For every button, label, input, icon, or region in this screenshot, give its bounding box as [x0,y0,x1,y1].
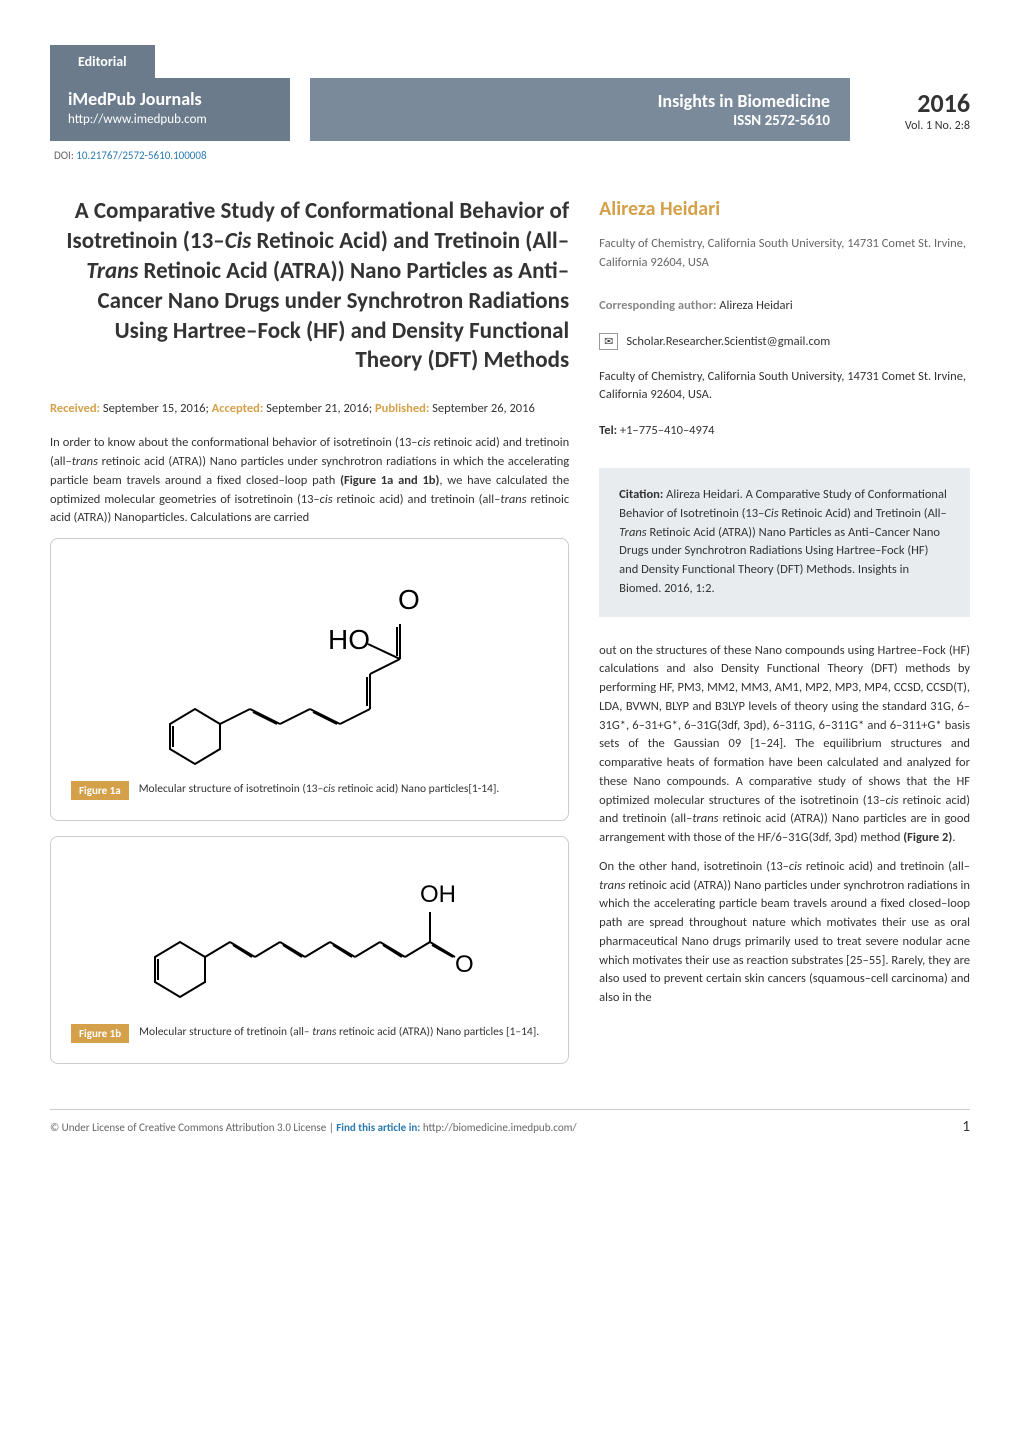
doi-link[interactable]: 10.21767/2572-5610.100008 [76,149,206,162]
left-column: A Comparative Study of Conformational Be… [50,197,569,1079]
corresponding-label: Corresponding author: [599,298,719,313]
banner-issn: ISSN 2572-5610 [658,112,830,130]
year-box: 2016 Vol. 1 No. 2:8 [850,78,970,141]
tel-number: +1–775–410–4974 [620,423,715,438]
published-date: September 26, 2016 [429,401,535,416]
find-article-label: Find this article in: [336,1121,423,1134]
email-icon: ✉ [599,333,618,350]
tel-label: Tel: [599,423,620,438]
corresponding-name: Alireza Heidari [719,298,792,313]
journal-url[interactable]: http://www.imedpub.com [68,112,272,127]
license-text: © Under License of Creative Commons Attr… [50,1121,336,1134]
doi-line: DOI: 10.21767/2572-5610.100008 [54,149,970,162]
doi-label: DOI: [54,149,76,162]
citation-text: Alireza Heidari. A Comparative Study of … [619,487,947,596]
volume-issue: Vol. 1 No. 2:8 [905,119,970,133]
figure-1b-box: OH O Figure 1b Molecular structure of tr… [50,836,569,1064]
find-article-url[interactable]: http://biomedicine.imedpub.com/ [423,1121,577,1134]
o-label: O [398,584,420,615]
publication-dates: Received: September 15, 2016; Accepted: … [50,401,569,416]
email-address[interactable]: Scholar.Researcher.Scientist@gmail.com [626,334,830,349]
figure-1a-caption: Molecular structure of isotretinoin (13–… [139,781,500,797]
editorial-tab: Editorial [50,45,155,78]
received-label: Received: [50,401,100,416]
paragraph-1: In order to know about the conformationa… [50,434,569,528]
figure-1b-structure: OH O [130,857,490,1012]
author-affiliation: Faculty of Chemistry, California South U… [599,235,970,273]
figure-1a-box: O HO Figure 1a Molecular structure of is… [50,538,569,821]
corresponding-author-line: Corresponding author: Alireza Heidari [599,298,970,313]
paragraph-3: On the other hand, isotretinoin (13–cis … [599,858,970,1008]
published-label: Published: [375,401,429,416]
citation-label: Citation: [619,487,666,502]
oh-label: OH [420,881,456,908]
header-bar: iMedPub Journals http://www.imedpub.com … [50,78,970,141]
page-number: 1 [962,1118,970,1136]
accepted-date: September 21, 2016; [263,401,375,416]
citation-box: Citation: Alireza Heidari. A Comparative… [599,468,970,617]
figure-1b-caption: Molecular structure of tretinoin (all– t… [139,1024,539,1040]
year: 2016 [917,87,970,119]
figure-1a-label: Figure 1a [71,781,129,800]
received-date: September 15, 2016; [100,401,212,416]
figure-1a-structure: O HO [140,559,480,769]
page-footer: © Under License of Creative Commons Attr… [50,1109,970,1136]
banner-title: Insights in Biomedicine [658,90,830,112]
ho-label: HO [328,624,370,655]
journal-name: iMedPub Journals [68,88,272,110]
o-label-b: O [455,951,474,978]
tel-line: Tel: +1–775–410–4974 [599,423,970,438]
right-column: Alireza Heidari Faculty of Chemistry, Ca… [599,197,970,1079]
author-name: Alireza Heidari [599,197,970,221]
paragraph-2: out on the structures of these Nano comp… [599,642,970,848]
affiliation-block: Faculty of Chemistry, California South U… [599,368,970,406]
figure-1b-label: Figure 1b [71,1024,129,1043]
journal-banner: Insights in Biomedicine ISSN 2572-5610 [310,78,850,141]
email-line: ✉ Scholar.Researcher.Scientist@gmail.com [599,333,970,350]
journal-box: iMedPub Journals http://www.imedpub.com [50,78,290,141]
accepted-label: Accepted: [212,401,264,416]
article-title: A Comparative Study of Conformational Be… [50,197,569,376]
